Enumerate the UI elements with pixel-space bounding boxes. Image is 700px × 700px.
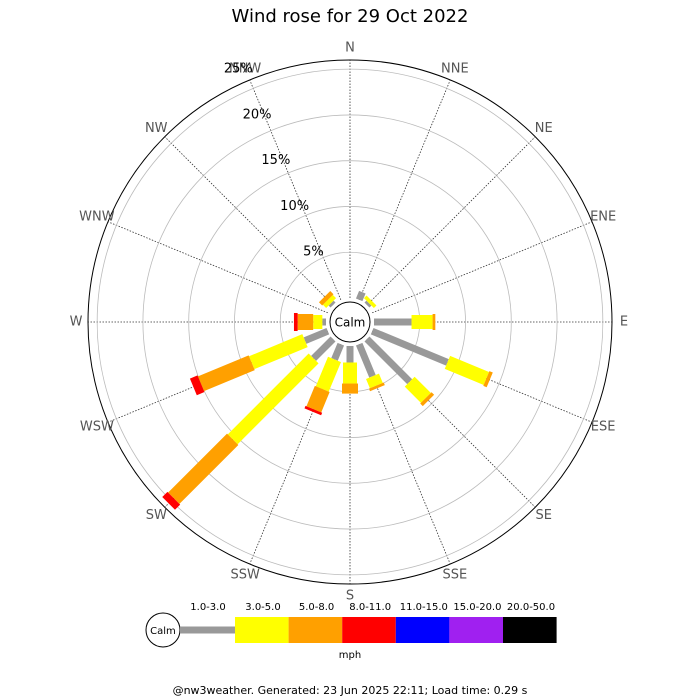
wind-segment	[197, 355, 255, 392]
wind-segment	[355, 342, 376, 378]
wind-segment	[303, 327, 330, 344]
calm-circle	[329, 301, 371, 343]
wind-segment	[368, 382, 385, 392]
spoke	[358, 79, 451, 300]
grid-ring	[188, 160, 512, 484]
grid-ring	[142, 114, 558, 530]
spoke	[107, 221, 328, 314]
wind-segment	[364, 300, 372, 308]
wind-segment	[364, 336, 413, 385]
direction-label: SSW	[230, 568, 260, 583]
wind-segment	[304, 405, 323, 416]
wind-segment	[189, 375, 205, 396]
direction-label: SW	[146, 508, 167, 523]
calm-label: Calm	[335, 316, 366, 330]
r-tick-label: 5%	[303, 245, 324, 260]
direction-label: N	[345, 41, 355, 56]
legend-label: 15.0-20.0	[453, 602, 501, 613]
wind-segment	[306, 385, 330, 413]
direction-label: WSW	[80, 419, 114, 434]
spoke	[372, 221, 593, 314]
direction-label: E	[620, 315, 628, 330]
direction-label: WNW	[79, 210, 115, 225]
grid-ring	[96, 68, 604, 576]
legend-label: 20.0-50.0	[507, 602, 555, 613]
spoke	[164, 136, 334, 306]
wind-segment	[315, 356, 341, 392]
wind-segment	[331, 342, 345, 361]
wind-segment	[363, 295, 377, 309]
legend-swatch	[342, 617, 396, 643]
wind-segment	[444, 355, 490, 385]
wind-segment	[311, 336, 336, 361]
legend-swatch	[503, 617, 557, 643]
chart-title: Wind rose for 29 Oct 2022	[232, 6, 469, 27]
footer: @nw3weather. Generated: 23 Jun 2025 22:1…	[173, 684, 528, 697]
direction-label: ESE	[591, 419, 616, 434]
direction-label: NW	[145, 121, 168, 136]
legend-calm-label: Calm	[150, 626, 176, 637]
legend-label: 3.0-5.0	[245, 602, 280, 613]
wind-segment	[355, 290, 366, 302]
wind-segment	[328, 300, 336, 308]
wind-segment	[483, 371, 493, 388]
spoke	[366, 136, 536, 306]
r-tick-label: 25%	[224, 62, 253, 77]
direction-label: NE	[535, 121, 553, 136]
wind-segment	[366, 373, 383, 389]
legend-swatch	[449, 617, 503, 643]
direction-label: NNE	[441, 61, 469, 76]
legend-swatch	[235, 617, 289, 643]
unit-label: mph	[339, 650, 361, 661]
direction-label: SE	[536, 508, 552, 523]
direction-label: ENE	[590, 210, 616, 225]
wind-segment	[318, 290, 334, 306]
legend-label: 8.0-11.0	[349, 602, 391, 613]
wind-segment	[168, 433, 239, 504]
wind-segment	[249, 334, 308, 370]
wind-segment	[420, 392, 435, 407]
direction-label: SSE	[442, 568, 467, 583]
direction-label: S	[346, 589, 354, 604]
legend-label: 5.0-8.0	[299, 602, 334, 613]
direction-label: NNW	[229, 61, 261, 76]
wind-segment	[162, 491, 181, 510]
wind-segment	[227, 353, 319, 445]
grid-ring	[234, 206, 466, 438]
legend-swatch	[395, 617, 450, 643]
legend-swatch	[180, 626, 235, 634]
legend-swatch	[288, 617, 343, 643]
r-tick-label: 15%	[261, 153, 290, 168]
legend-label: 1.0-3.0	[190, 602, 225, 613]
wind-segment	[404, 376, 431, 403]
legend-label: 11.0-15.0	[400, 602, 448, 613]
wind-segment	[370, 327, 449, 366]
direction-label: W	[70, 315, 83, 330]
spoke	[249, 79, 342, 300]
r-tick-label: 20%	[243, 107, 272, 122]
wind-segment	[322, 294, 337, 309]
r-tick-label: 10%	[280, 199, 309, 214]
